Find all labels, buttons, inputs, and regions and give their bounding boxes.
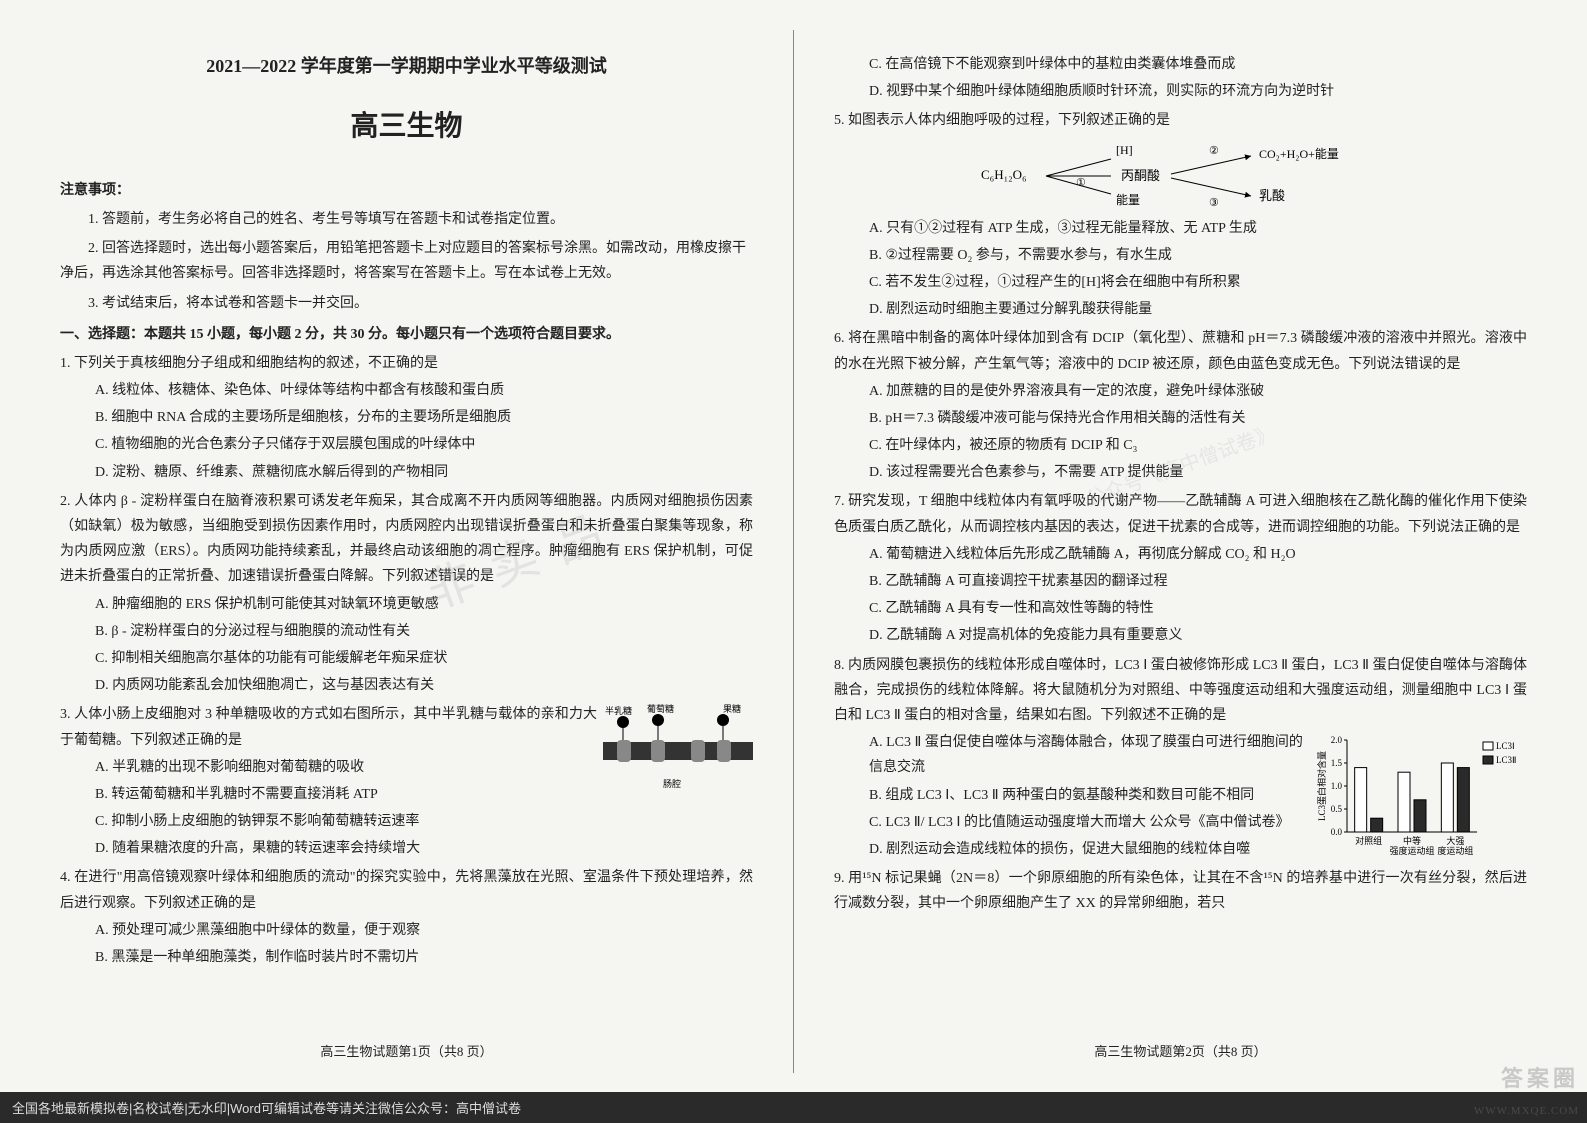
exam-title: 2021—2022 学年度第一学期期中学业水平等级测试	[60, 50, 753, 82]
svg-text:2.0: 2.0	[1331, 735, 1343, 745]
svg-text:度运动组: 度运动组	[1437, 845, 1473, 856]
notice-item-2: 2. 回答选择题时，选出每小题答案后，用铅笔把答题卡上对应题目的答案标号涂黑。如…	[60, 236, 753, 286]
q7-stem: 7. 研究发现，T 细胞中线粒体内有氧呼吸的代谢产物——乙酰辅酶 A 可进入细胞…	[834, 489, 1527, 539]
question-4: 4. 在进行"用高倍镜观察叶绿体和细胞质的流动"的探究实验中，先将黑藻放在光照、…	[60, 865, 753, 970]
q2-opt-d: D. 内质网功能紊乱会加快细胞凋亡，这与基因表达有关	[95, 673, 753, 698]
subject-title: 高三生物	[60, 102, 753, 152]
q5-stem: 5. 如图表示人体内细胞呼吸的过程，下列叙述正确的是	[834, 108, 1527, 133]
svg-text:能量: 能量	[1116, 193, 1140, 207]
svg-text:中等: 中等	[1403, 835, 1421, 846]
svg-text:③: ③	[1209, 197, 1219, 209]
q5-opt-a: A. 只有①②过程有 ATP 生成，③过程无能量释放、无 ATP 生成	[869, 216, 1527, 241]
page-2: C. 在高倍镜下不能观察到叶绿体中的基粒由类囊体堆叠而成 D. 视野中某个细胞叶…	[794, 30, 1567, 1073]
q1-opt-c: C. 植物细胞的光合色素分子只储存于双层膜包围成的叶绿体中	[95, 432, 753, 457]
question-1: 1. 下列关于真核细胞分子组成和细胞结构的叙述，不正确的是 A. 线粒体、核糖体…	[60, 351, 753, 485]
question-8: 8. 内质网膜包裹损伤的线粒体形成自噬体时，LC3 Ⅰ 蛋白被修饰形成 LC3 …	[834, 653, 1527, 863]
svg-text:①: ①	[1076, 177, 1086, 189]
svg-text:0.0: 0.0	[1331, 827, 1343, 837]
svg-text:LC3蛋白相对含量: LC3蛋白相对含量	[1317, 751, 1327, 821]
svg-text:肠腔: 肠腔	[663, 778, 681, 789]
notice-item-1: 1. 答题前，考生务必将自己的姓名、考生号等填写在答题卡和试卷指定位置。	[60, 207, 753, 232]
svg-text:果糖: 果糖	[723, 703, 741, 714]
svg-text:C₆H₁₂O₆: C₆H₁₂O₆	[981, 167, 1027, 182]
svg-text:LC3Ⅰ: LC3Ⅰ	[1496, 741, 1515, 751]
q6-opt-a: A. 加蔗糖的目的是使外界溶液具有一定的浓度，避免叶绿体涨破	[869, 379, 1527, 404]
watermark-brand: 答案圈	[1501, 1061, 1579, 1093]
notice-item-3: 3. 考试结束后，将本试卷和答题卡一并交回。	[60, 291, 753, 316]
svg-text:乳酸: 乳酸	[1259, 188, 1285, 203]
bottom-info-bar: 全国各地最新模拟卷|名校试卷|无水印|Word可编辑试卷等请关注微信公众号：高中…	[0, 1092, 1587, 1123]
question-3: 半乳糖 葡萄糖 果糖 肠腔 3. 人体小肠上皮细胞对 3 种单糖吸收的方式如右图…	[60, 702, 753, 861]
q8-stem: 8. 内质网膜包裹损伤的线粒体形成自噬体时，LC3 Ⅰ 蛋白被修饰形成 LC3 …	[834, 653, 1527, 729]
q2-opt-b: B. β - 淀粉样蛋白的分泌过程与细胞膜的流动性有关	[95, 619, 753, 644]
q4-opt-a: A. 预处理可减少黑藻细胞中叶绿体的数量，便于观察	[95, 918, 753, 943]
q1-opt-b: B. 细胞中 RNA 合成的主要场所是细胞核，分布的主要场所是细胞质	[95, 405, 753, 430]
q3-opt-c: C. 抑制小肠上皮细胞的钠钾泵不影响葡萄糖转运速率	[95, 809, 753, 834]
page-container: 2021—2022 学年度第一学期期中学业水平等级测试 高三生物 注意事项： 1…	[0, 0, 1587, 1123]
q7-opt-b: B. 乙酰辅酶 A 可直接调控干扰素基因的翻译过程	[869, 569, 1527, 594]
q7-opt-d: D. 乙酰辅酶 A 对提高机体的免疫能力具有重要意义	[869, 623, 1527, 648]
svg-text:CO₂+H₂O+能量: CO₂+H₂O+能量	[1259, 147, 1339, 161]
question-5: 5. 如图表示人体内细胞呼吸的过程，下列叙述正确的是 C₆H₁₂O₆ [H] 丙…	[834, 108, 1527, 322]
q5-opt-d: D. 剧烈运动时细胞主要通过分解乳酸获得能量	[869, 297, 1527, 322]
q8-bar-chart: 0.0 0.5 1.0 1.5 2.0 LC3蛋白相对含量对照组 中等强度运动组 大强度运动组…	[1317, 732, 1527, 862]
q4-stem: 4. 在进行"用高倍镜观察叶绿体和细胞质的流动"的探究实验中，先将黑藻放在光照、…	[60, 865, 753, 915]
q1-opt-d: D. 淀粉、糖原、纤维素、蔗糖彻底水解后得到的产物相同	[95, 460, 753, 485]
q2-stem: 2. 人体内 β - 淀粉样蛋白在脑脊液积累可诱发老年痴呆，其合成离不开内质网等…	[60, 489, 753, 590]
watermark-site: WWW.MXQE.COM	[1474, 1105, 1579, 1117]
svg-text:强度运动组: 强度运动组	[1389, 845, 1434, 856]
svg-text:LC3Ⅱ: LC3Ⅱ	[1496, 755, 1516, 765]
svg-text:对照组: 对照组	[1355, 835, 1382, 846]
svg-text:②: ②	[1209, 145, 1219, 157]
q9-stem: 9. 用¹⁵N 标记果蝇（2N＝8）一个卵原细胞的所有染色体，让其在不含¹⁵N …	[834, 866, 1527, 916]
q7-opt-c: C. 乙酰辅酶 A 具有专一性和高效性等酶的特性	[869, 596, 1527, 621]
section-1-head: 一、选择题：本题共 15 小题，每小题 2 分，共 30 分。每小题只有一个选项…	[60, 322, 753, 347]
q2-opt-a: A. 肿瘤细胞的 ERS 保护机制可能使其对缺氧环境更敏感	[95, 592, 753, 617]
q7-opt-a: A. 葡萄糖进入线粒体后先形成乙酰辅酶 A，再彻底分解成 CO₂ 和 H₂O	[869, 542, 1527, 567]
q3-membrane-figure: 半乳糖 葡萄糖 果糖 肠腔	[603, 702, 753, 792]
q6-stem: 6. 将在黑暗中制备的离体叶绿体加到含有 DCIP（氧化型）、蔗糖和 pH＝7.…	[834, 326, 1527, 376]
svg-text:半乳糖: 半乳糖	[605, 705, 632, 716]
svg-text:葡萄糖: 葡萄糖	[647, 703, 674, 714]
q1-opt-a: A. 线粒体、核糖体、染色体、叶绿体等结构中都含有核酸和蛋白质	[95, 378, 753, 403]
svg-text:0.5: 0.5	[1331, 804, 1343, 814]
q5-opt-b: B. ②过程需要 O₂ 参与，不需要水参与，有水生成	[869, 243, 1527, 268]
q6-opt-b: B. pH＝7.3 磷酸缓冲液可能与保持光合作用相关酶的活性有关	[869, 406, 1527, 431]
q3-opt-d: D. 随着果糖浓度的升高，果糖的转运速率会持续增大	[95, 836, 753, 861]
svg-text:1.0: 1.0	[1331, 781, 1343, 791]
q6-opt-d: D. 该过程需要光合色素参与，不需要 ATP 提供能量	[869, 460, 1527, 485]
q2-opt-c: C. 抑制相关细胞高尔基体的功能有可能缓解老年痴呆症状	[95, 646, 753, 671]
question-6: 6. 将在黑暗中制备的离体叶绿体加到含有 DCIP（氧化型）、蔗糖和 pH＝7.…	[834, 326, 1527, 485]
question-9: 9. 用¹⁵N 标记果蝇（2N＝8）一个卵原细胞的所有染色体，让其在不含¹⁵N …	[834, 866, 1527, 916]
page-1: 2021—2022 学年度第一学期期中学业水平等级测试 高三生物 注意事项： 1…	[20, 30, 794, 1073]
q1-stem: 1. 下列关于真核细胞分子组成和细胞结构的叙述，不正确的是	[60, 351, 753, 376]
q5-respiration-diagram: C₆H₁₂O₆ [H] 丙酮酸 能量 ① ② ③ CO₂+H₂O+能量 乳酸	[971, 134, 1391, 214]
q5-opt-c: C. 若不发生②过程，①过程产生的[H]将会在细胞中有所积累	[869, 270, 1527, 295]
question-2: 2. 人体内 β - 淀粉样蛋白在脑脊液积累可诱发老年痴呆，其合成离不开内质网等…	[60, 489, 753, 699]
q6-opt-c: C. 在叶绿体内，被还原的物质有 DCIP 和 C₃	[869, 433, 1527, 458]
svg-text:大强: 大强	[1446, 835, 1464, 846]
svg-text:丙酮酸: 丙酮酸	[1121, 168, 1160, 183]
page-1-footer: 高三生物试题第1页（共8 页）	[20, 1040, 793, 1063]
page-2-footer: 高三生物试题第2页（共8 页）	[794, 1040, 1567, 1063]
question-7: 7. 研究发现，T 细胞中线粒体内有氧呼吸的代谢产物——乙酰辅酶 A 可进入细胞…	[834, 489, 1527, 648]
q4-opt-c: C. 在高倍镜下不能观察到叶绿体中的基粒由类囊体堆叠而成	[869, 52, 1527, 77]
q4-opt-d: D. 视野中某个细胞叶绿体随细胞质顺时针环流，则实际的环流方向为逆时针	[869, 79, 1527, 104]
svg-text:[H]: [H]	[1116, 143, 1133, 157]
q4-opt-b: B. 黑藻是一种单细胞藻类，制作临时装片时不需切片	[95, 945, 753, 970]
notice-heading: 注意事项：	[60, 178, 753, 203]
svg-text:1.5: 1.5	[1331, 758, 1343, 768]
